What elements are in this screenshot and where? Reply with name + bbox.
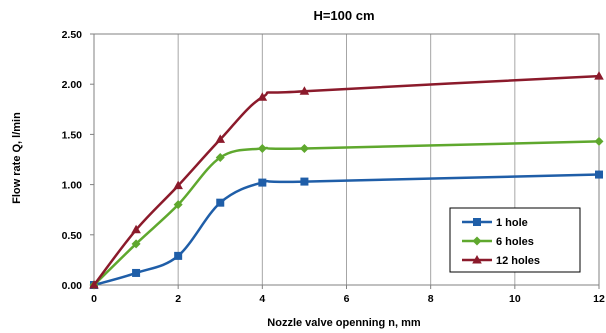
- x-tick-label: 0: [91, 293, 97, 305]
- data-point-1-hole: [258, 178, 267, 187]
- y-tick-label: 2.00: [62, 79, 83, 91]
- x-tick-label: 10: [509, 293, 521, 305]
- data-point-12-holes: [215, 134, 226, 143]
- x-tick-label: 2: [175, 293, 181, 305]
- legend: 1 hole 6 holes 12 holes: [449, 207, 581, 273]
- data-point-6-holes: [215, 152, 225, 162]
- data-point-1-hole: [174, 251, 183, 260]
- y-tick-label: 0.50: [62, 230, 83, 242]
- x-tick-label: 12: [593, 293, 605, 305]
- series: [89, 71, 604, 290]
- data-point-12-holes: [257, 92, 268, 101]
- data-point-12-holes: [131, 224, 141, 234]
- y-tick-label: 1.50: [62, 129, 83, 141]
- data-point-6-holes: [131, 239, 141, 249]
- legend-marker-12-holes: [472, 255, 482, 264]
- x-tick-label: 4: [259, 293, 265, 305]
- y-axis-ticks: 0.00 0.50 1.00 1.50 2.00 2.50: [62, 29, 94, 292]
- series-12-holes: [89, 71, 604, 289]
- y-tick-label: 1.00: [62, 180, 83, 192]
- series-line-12-holes: [93, 74, 600, 286]
- data-point-1-hole: [216, 198, 225, 207]
- legend-marker-1-hole: [473, 218, 481, 226]
- data-point-1-hole: [132, 268, 141, 277]
- data-point-1-hole: [595, 170, 603, 179]
- y-axis-label: Flow rate Q, l/min: [11, 112, 23, 204]
- data-point-6-holes: [173, 200, 183, 210]
- x-tick-label: 8: [428, 293, 434, 305]
- x-axis-label: Nozzle valve openning n, mm: [267, 317, 421, 329]
- data-point-6-holes: [594, 136, 604, 146]
- data-point-12-holes: [299, 86, 310, 95]
- grid: [177, 34, 516, 285]
- data-point-6-holes: [257, 143, 267, 153]
- data-point-12-holes: [89, 280, 99, 289]
- y-tick-label: 0.00: [62, 280, 83, 292]
- legend-label-1-hole: 1 hole: [496, 217, 528, 229]
- legend-label-12-holes: 12 holes: [496, 255, 540, 267]
- data-point-1-hole: [300, 177, 309, 186]
- series-line-6-holes: [93, 140, 600, 286]
- data-point-6-holes: [299, 143, 309, 153]
- data-point-12-holes: [594, 71, 604, 80]
- data-point-12-holes: [173, 180, 183, 190]
- x-axis-ticks: 0 2 4 6 8 10 12: [91, 285, 605, 305]
- chart-title: H=100 cm: [313, 8, 374, 23]
- legend-marker-6-holes: [472, 236, 482, 246]
- legend-label-6-holes: 6 holes: [496, 236, 534, 248]
- series-line-1-hole: [93, 173, 600, 287]
- y-tick-label: 2.50: [62, 29, 83, 41]
- x-tick-label: 6: [344, 293, 350, 305]
